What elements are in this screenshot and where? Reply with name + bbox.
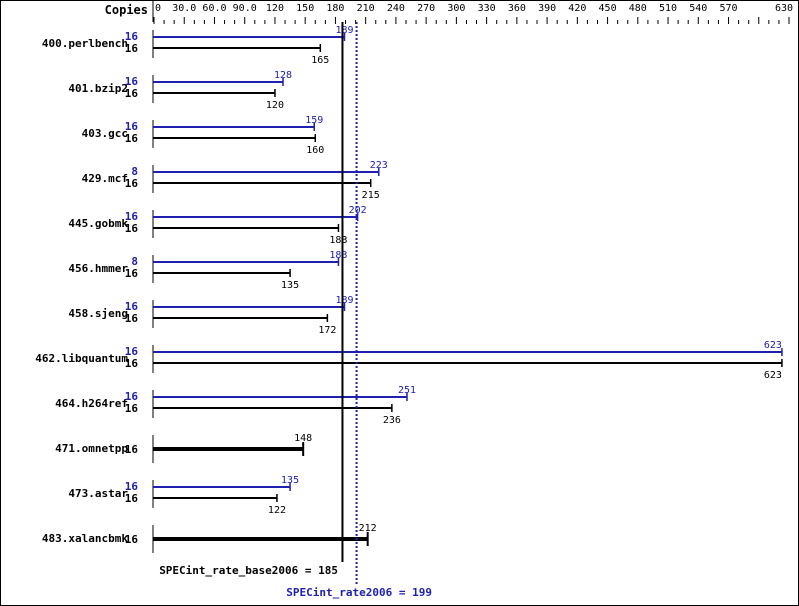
benchmark-label: 445.gobmk [68, 217, 128, 230]
base-copies: 16 [125, 42, 139, 55]
tick-label: 120 [266, 3, 284, 14]
peak-copies: 16 [125, 30, 139, 43]
peak-copies: 16 [125, 300, 139, 313]
benchmark-label: 429.mcf [82, 172, 128, 185]
peak-copies: 16 [125, 480, 139, 493]
peak-value-label: 183 [329, 250, 347, 261]
benchmark-label: 400.perlbench [42, 37, 128, 50]
peak-value-label: 623 [764, 340, 782, 351]
peak-copies: 16 [125, 75, 139, 88]
tick-label: 270 [417, 3, 435, 14]
benchmark-label: 456.hmmer [68, 262, 128, 275]
base-value-label: 165 [311, 55, 329, 66]
base-copies: 16 [125, 87, 139, 100]
peak-copies: 16 [125, 345, 139, 358]
tick-label: 0 [155, 3, 161, 14]
peak-copies: 16 [125, 120, 139, 133]
peak-value-label: 223 [370, 160, 388, 171]
base-value-label: 183 [329, 235, 347, 246]
base-value-label: 148 [294, 433, 312, 444]
tick-label: 150 [296, 3, 314, 14]
tick-label: 390 [538, 3, 556, 14]
peak-value-label: 189 [335, 25, 353, 36]
base-value-label: 135 [281, 280, 299, 291]
tick-label: 300 [447, 3, 465, 14]
peak-copies: 16 [125, 390, 139, 403]
peak-value-label: 159 [305, 115, 323, 126]
base-value-label: 236 [383, 415, 401, 426]
tick-label: 540 [689, 3, 707, 14]
base-copies: 16 [125, 357, 139, 370]
base-copies: 16 [125, 402, 139, 415]
base-value-label: 623 [764, 370, 782, 381]
base-copies: 16 [125, 222, 139, 235]
tick-label: 420 [568, 3, 586, 14]
peak-value-label: 202 [349, 205, 367, 216]
tick-label: 30.0 [172, 3, 196, 14]
base-value-label: 122 [268, 505, 286, 516]
base-copies: 16 [125, 443, 139, 456]
tick-label: 480 [629, 3, 647, 14]
tick-label: 210 [357, 3, 375, 14]
peak-value-label: 189 [335, 295, 353, 306]
peak-copies: 8 [131, 255, 138, 268]
peak-value-label: 135 [281, 475, 299, 486]
base-value-label: 120 [266, 100, 284, 111]
base-copies: 16 [125, 533, 139, 546]
base-value-label: 215 [362, 190, 380, 201]
base-value-label: 172 [318, 325, 336, 336]
base-copies: 16 [125, 312, 139, 325]
tick-label: 180 [326, 3, 344, 14]
peak-copies: 8 [131, 165, 138, 178]
peak-value-label: 251 [398, 385, 416, 396]
benchmark-label: 473.astar [68, 487, 128, 500]
peak-value-label: 128 [274, 70, 292, 81]
tick-label: 360 [508, 3, 526, 14]
base-copies: 16 [125, 132, 139, 145]
tick-label: 450 [599, 3, 617, 14]
base-copies: 16 [125, 267, 139, 280]
benchmark-label: 462.libquantum [35, 352, 128, 365]
tick-label: 570 [719, 3, 737, 14]
base-copies: 16 [125, 492, 139, 505]
base-value-label: 212 [359, 523, 377, 534]
benchmark-label: 403.gcc [82, 127, 128, 140]
benchmark-label: 458.sjeng [68, 307, 128, 320]
peak-copies: 16 [125, 210, 139, 223]
base-reference-label: SPECint_rate_base2006 = 185 [159, 564, 338, 577]
base-copies: 16 [125, 177, 139, 190]
tick-label: 60.0 [202, 3, 226, 14]
benchmark-label: 471.omnetpp [55, 442, 128, 455]
benchmark-label: 464.h264ref [55, 397, 128, 410]
tick-label: 90.0 [233, 3, 257, 14]
benchmark-label: 483.xalancbmk [42, 532, 128, 545]
axis-title: Copies [105, 3, 148, 17]
benchmark-label: 401.bzip2 [68, 82, 128, 95]
tick-label: 630 [775, 3, 793, 14]
tick-label: 240 [387, 3, 405, 14]
base-value-label: 160 [306, 145, 324, 156]
peak-reference-label: SPECint_rate2006 = 199 [286, 586, 432, 599]
tick-label: 510 [659, 3, 677, 14]
tick-label: 330 [478, 3, 496, 14]
